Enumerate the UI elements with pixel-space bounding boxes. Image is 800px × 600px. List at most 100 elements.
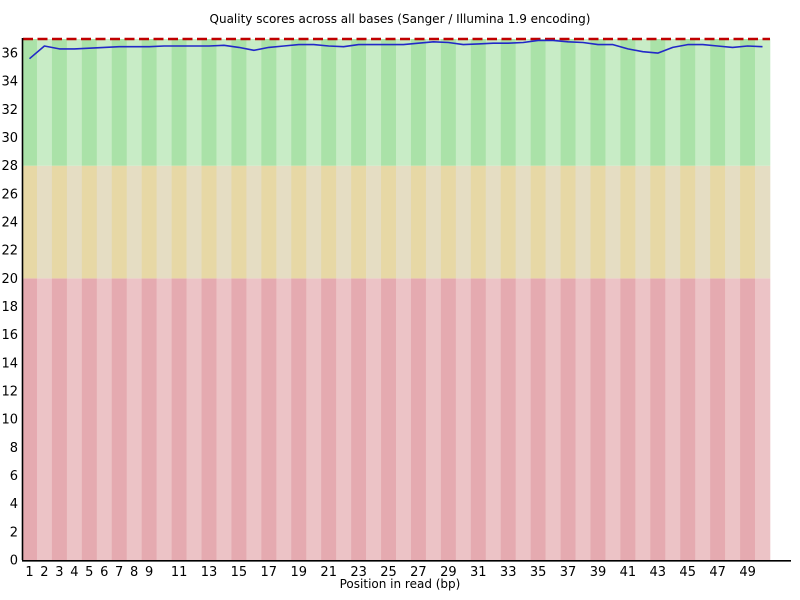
zone-stripe-medium-quality	[51, 165, 68, 279]
x-tick-label: 3	[55, 565, 63, 580]
x-tick-label: 7	[115, 565, 123, 580]
zone-stripe-good-quality	[36, 39, 53, 166]
zone-stripe-good-quality	[455, 39, 472, 166]
zone-stripe-poor-quality	[22, 278, 38, 560]
mean-quality-line	[28, 39, 763, 60]
zone-stripe-poor-quality	[635, 278, 651, 560]
zone-stripe-good-quality	[22, 39, 38, 166]
zone-stripe-good-quality	[755, 39, 771, 166]
zone-stripe-poor-quality	[216, 278, 232, 560]
zone-stripe-poor-quality	[36, 278, 53, 560]
zone-stripe-medium-quality	[545, 165, 561, 279]
zone-stripe-medium-quality	[650, 165, 666, 279]
zone-stripe-medium-quality	[590, 165, 606, 279]
x-tick-label: 23	[350, 565, 367, 580]
zone-stripe-poor-quality	[81, 278, 98, 560]
y-tick-label: 24	[1, 216, 18, 231]
x-tick-label: 17	[261, 565, 278, 580]
zone-stripe-poor-quality	[396, 278, 412, 560]
zone-stripe-poor-quality	[485, 278, 502, 560]
zone-stripe-good-quality	[500, 39, 516, 166]
zone-stripe-poor-quality	[665, 278, 681, 560]
y-tick-label: 20	[1, 272, 18, 287]
zone-stripe-medium-quality	[755, 165, 771, 279]
zone-stripe-medium-quality	[396, 165, 412, 279]
zone-stripe-medium-quality	[81, 165, 98, 279]
zone-stripe-medium-quality	[515, 165, 531, 279]
zone-stripe-poor-quality	[710, 278, 726, 560]
zone-stripe-good-quality	[81, 39, 98, 166]
zone-stripe-good-quality	[231, 39, 247, 166]
zone-stripe-poor-quality	[381, 278, 397, 560]
zone-stripe-medium-quality	[680, 165, 696, 279]
zone-stripe-medium-quality	[530, 165, 546, 279]
zone-stripe-poor-quality	[156, 278, 172, 560]
zone-stripe-medium-quality	[186, 165, 202, 279]
zone-stripe-good-quality	[51, 39, 68, 166]
zone-stripe-good-quality	[246, 39, 262, 166]
zone-stripe-poor-quality	[440, 278, 457, 560]
zone-stripe-medium-quality	[695, 165, 711, 279]
zone-stripe-medium-quality	[276, 165, 292, 279]
x-tick-label: 47	[709, 565, 726, 580]
x-tick-label: 15	[231, 565, 248, 580]
zone-stripe-medium-quality	[201, 165, 217, 279]
y-tick-label: 8	[10, 441, 18, 456]
y-tick-label: 12	[1, 385, 18, 400]
y-tick-label: 22	[1, 244, 18, 259]
zone-stripe-medium-quality	[605, 165, 621, 279]
zone-stripe-poor-quality	[515, 278, 531, 560]
zone-stripe-medium-quality	[22, 165, 38, 279]
x-tick-label: 5	[85, 565, 93, 580]
zone-stripe-poor-quality	[680, 278, 696, 560]
x-tick-label: 11	[171, 565, 188, 580]
y-tick-label: 26	[1, 187, 18, 202]
zone-stripe-poor-quality	[470, 278, 487, 560]
zone-stripe-good-quality	[710, 39, 726, 166]
zone-stripe-poor-quality	[231, 278, 247, 560]
x-tick-label: 1	[25, 565, 33, 580]
y-tick-label: 0	[10, 554, 18, 569]
x-tick-label: 13	[201, 565, 218, 580]
zone-stripe-poor-quality	[201, 278, 217, 560]
zone-stripe-poor-quality	[306, 278, 322, 560]
zone-stripe-good-quality	[725, 39, 741, 166]
zone-stripe-medium-quality	[321, 165, 337, 279]
zone-stripe-poor-quality	[111, 278, 128, 560]
zone-stripe-medium-quality	[366, 165, 382, 279]
x-tick-label: 45	[679, 565, 696, 580]
y-tick-label: 34	[1, 75, 18, 90]
zone-stripe-poor-quality	[590, 278, 606, 560]
zone-stripe-poor-quality	[740, 278, 756, 560]
zone-stripe-good-quality	[410, 39, 427, 166]
zone-stripe-good-quality	[186, 39, 202, 166]
zone-stripe-good-quality	[440, 39, 457, 166]
zone-stripe-good-quality	[126, 39, 142, 166]
zone-stripe-poor-quality	[605, 278, 621, 560]
zone-stripe-poor-quality	[425, 278, 442, 560]
zone-stripe-good-quality	[470, 39, 487, 166]
zone-stripe-good-quality	[171, 39, 187, 166]
zone-stripe-good-quality	[665, 39, 681, 166]
zone-stripe-poor-quality	[650, 278, 666, 560]
y-tick-label: 16	[1, 328, 18, 343]
zone-stripe-medium-quality	[126, 165, 142, 279]
zone-stripe-good-quality	[96, 39, 113, 166]
zone-stripe-poor-quality	[96, 278, 113, 560]
x-tick-label: 49	[739, 565, 756, 580]
zone-stripe-good-quality	[396, 39, 412, 166]
zone-stripe-medium-quality	[635, 165, 651, 279]
zone-stripe-good-quality	[620, 39, 636, 166]
zone-stripe-poor-quality	[560, 278, 576, 560]
x-tick-label: 41	[620, 565, 637, 580]
zone-stripe-medium-quality	[665, 165, 681, 279]
zone-stripe-good-quality	[680, 39, 696, 166]
zone-stripe-good-quality	[276, 39, 292, 166]
zone-stripe-poor-quality	[51, 278, 68, 560]
zone-stripe-good-quality	[261, 39, 277, 166]
zone-stripe-poor-quality	[410, 278, 427, 560]
x-tick-label: 9	[145, 565, 153, 580]
zone-stripe-good-quality	[425, 39, 442, 166]
zone-stripe-medium-quality	[336, 165, 352, 279]
zone-stripe-medium-quality	[66, 165, 83, 279]
